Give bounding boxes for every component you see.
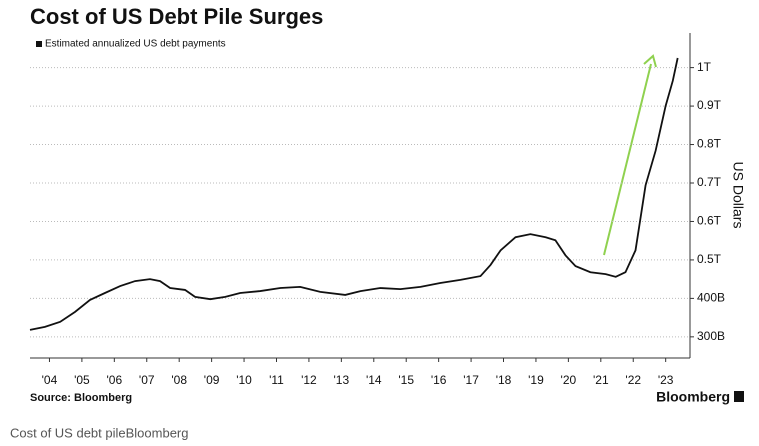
x-tick-label: '22	[625, 373, 641, 387]
y-tick-label: 400B	[697, 291, 725, 305]
x-tick-label: '17	[463, 373, 479, 387]
x-tick-label: '10	[236, 373, 252, 387]
x-tick-label: '15	[398, 373, 414, 387]
data-line	[29, 57, 679, 331]
x-tick-label: '05	[74, 373, 90, 387]
x-tick-label: '07	[139, 373, 155, 387]
x-tick-label: '18	[496, 373, 512, 387]
y-axis-title: US Dollars	[730, 162, 746, 229]
trend-arrow	[603, 63, 652, 256]
y-tick-label: 0.8T	[697, 137, 722, 151]
chart-title: Cost of US Debt Pile Surges	[30, 4, 323, 29]
x-tick-label: '20	[561, 373, 577, 387]
x-tick-label: '08	[171, 373, 187, 387]
x-tick-label: '19	[528, 373, 544, 387]
x-tick-label: '23	[658, 373, 674, 387]
trend-arrow-head	[643, 54, 657, 68]
x-tick-label: '11	[269, 373, 284, 387]
y-tick-label: 300B	[697, 329, 725, 343]
x-tick-label: '12	[301, 373, 317, 387]
y-tick-label: 1T	[697, 60, 712, 74]
y-tick-label: 0.9T	[697, 98, 722, 112]
y-tick-label: 0.6T	[697, 214, 722, 228]
source: Source: Bloomberg	[30, 392, 132, 404]
brand: Bloomberg	[656, 389, 730, 405]
legend-label: Estimated annualized US debt payments	[45, 39, 226, 50]
x-tick-label: '13	[334, 373, 350, 387]
y-tick-label: 0.5T	[697, 252, 722, 266]
x-tick-label: '04	[42, 373, 58, 387]
legend-box	[32, 35, 252, 53]
x-tick-label: '21	[593, 373, 609, 387]
y-tick-label: 0.7T	[697, 175, 722, 189]
x-tick-label: '09	[204, 373, 220, 387]
x-tick-label: '16	[431, 373, 447, 387]
brand-icon	[734, 391, 744, 402]
legend-swatch	[36, 41, 42, 47]
x-tick-label: '06	[107, 373, 123, 387]
caption: Cost of US debt pileBloomberg	[10, 425, 188, 440]
x-tick-label: '14	[366, 373, 382, 387]
